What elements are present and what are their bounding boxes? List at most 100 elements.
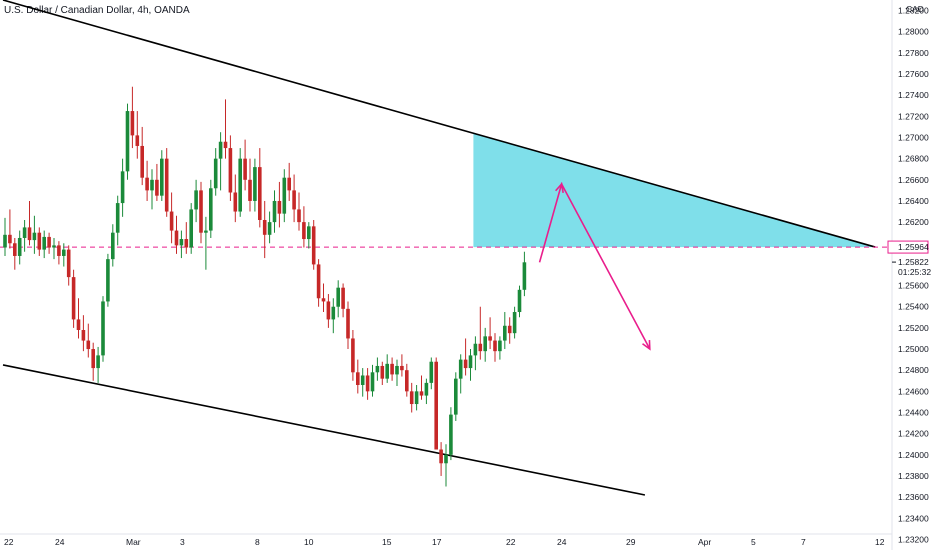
candle-up <box>522 262 527 290</box>
candle-down <box>292 190 296 210</box>
price-tick-label: 1.28200 <box>898 6 929 16</box>
candle-up <box>160 158 164 196</box>
candle-up <box>454 378 458 415</box>
candle-down <box>140 145 144 178</box>
candle-up <box>179 239 184 246</box>
candle-up <box>52 245 56 248</box>
candle-down <box>135 135 140 146</box>
candle-up <box>17 237 22 256</box>
candle-up <box>307 226 311 240</box>
candle-up <box>209 188 213 231</box>
candle-up <box>22 227 27 238</box>
candle-up <box>282 177 287 214</box>
candle-up <box>375 365 380 373</box>
price-tick-label: 1.24000 <box>898 450 929 460</box>
candle-up <box>468 355 473 369</box>
upper-trendline <box>2 0 876 248</box>
candle-down <box>409 391 414 405</box>
candle-down <box>223 141 228 149</box>
candle-up <box>106 259 110 302</box>
candle-up <box>424 382 429 396</box>
candle-up <box>331 306 336 320</box>
candle-up <box>150 179 154 191</box>
candle-up <box>483 336 487 352</box>
candle-down <box>130 111 135 136</box>
candle-down <box>346 308 350 339</box>
candle-up <box>96 355 100 369</box>
candle-up <box>395 365 399 375</box>
bar-countdown: 01:25:32 <box>898 267 931 277</box>
candle-up <box>194 190 198 210</box>
time-tick-label: Mar <box>126 537 141 547</box>
candle-down <box>287 177 291 191</box>
time-tick-label: 22 <box>4 537 14 547</box>
candle-down <box>302 222 306 240</box>
candle-up <box>272 200 277 223</box>
candle-down <box>311 226 316 265</box>
candle-down <box>439 449 443 464</box>
candle-down <box>356 372 360 385</box>
candle-up <box>429 361 434 383</box>
candle-down <box>434 361 438 450</box>
candle-down <box>174 230 179 246</box>
candle-down <box>405 370 409 392</box>
candle-down <box>258 167 262 220</box>
candle-down <box>27 227 32 241</box>
symbol-title: U.S. Dollar / Canadian Dollar, 4h, OANDA <box>4 5 190 16</box>
candle-up <box>238 158 242 212</box>
candle-up <box>473 343 478 356</box>
candle-down <box>155 179 159 196</box>
price-tick-label: 1.27800 <box>898 48 929 58</box>
price-tick-label: 1.26600 <box>898 175 929 185</box>
candle-up <box>189 209 193 248</box>
price-tick-label: 1.23800 <box>898 471 929 481</box>
candle-down <box>76 319 81 330</box>
candle-down <box>13 243 17 256</box>
candle-up <box>498 340 502 352</box>
candle-up <box>120 171 125 204</box>
time-tick-label: 22 <box>506 537 516 547</box>
time-tick-label: 10 <box>304 537 314 547</box>
time-tick-label: 24 <box>55 537 65 547</box>
price-tick-label: 1.24200 <box>898 429 929 439</box>
candle-down <box>316 264 321 299</box>
candle-down <box>228 148 233 193</box>
price-line-label-box <box>887 240 929 254</box>
candle-down <box>86 340 91 350</box>
candle-up <box>360 375 365 385</box>
time-tick-label: 29 <box>626 537 636 547</box>
candle-up <box>370 372 375 392</box>
price-tick-label: 1.25000 <box>898 344 929 354</box>
price-tick-label: 1.24800 <box>898 365 929 375</box>
candle-up <box>3 234 7 248</box>
candle-down <box>233 192 238 212</box>
candle-down <box>57 245 61 256</box>
candle-up <box>101 301 105 356</box>
candle-up <box>115 203 120 233</box>
time-tick-label: Apr <box>698 537 711 547</box>
price-tick-label: 1.23400 <box>898 513 929 523</box>
time-axis[interactable]: 22 24 Mar 3 8 10 15 17 22 24 29 Apr 5 7 12 <box>0 533 892 547</box>
candle-down <box>321 298 326 302</box>
candles <box>3 86 527 487</box>
price-tick-label: 1.27600 <box>898 69 929 79</box>
candle-up <box>385 363 389 379</box>
candle-up <box>267 222 272 235</box>
candle-down <box>66 249 71 278</box>
price-tick-label: 1.26400 <box>898 196 929 206</box>
candle-up <box>336 287 340 307</box>
candle-down <box>419 391 424 396</box>
candle-up <box>111 232 115 260</box>
candle-up <box>449 414 453 455</box>
candle-down <box>380 365 385 379</box>
candle-up <box>62 249 66 256</box>
price-axis[interactable]: 1.23200 1.23400 1.23600 1.23800 1.24000 1.242… <box>887 0 931 550</box>
time-tick-label: 7 <box>801 537 806 547</box>
candle-down <box>37 232 42 250</box>
candle-down <box>199 190 203 233</box>
lower-trendline <box>2 364 646 496</box>
candle-down <box>297 209 301 223</box>
candle-down <box>326 301 331 320</box>
price-tick-label: 1.25200 <box>898 323 929 333</box>
